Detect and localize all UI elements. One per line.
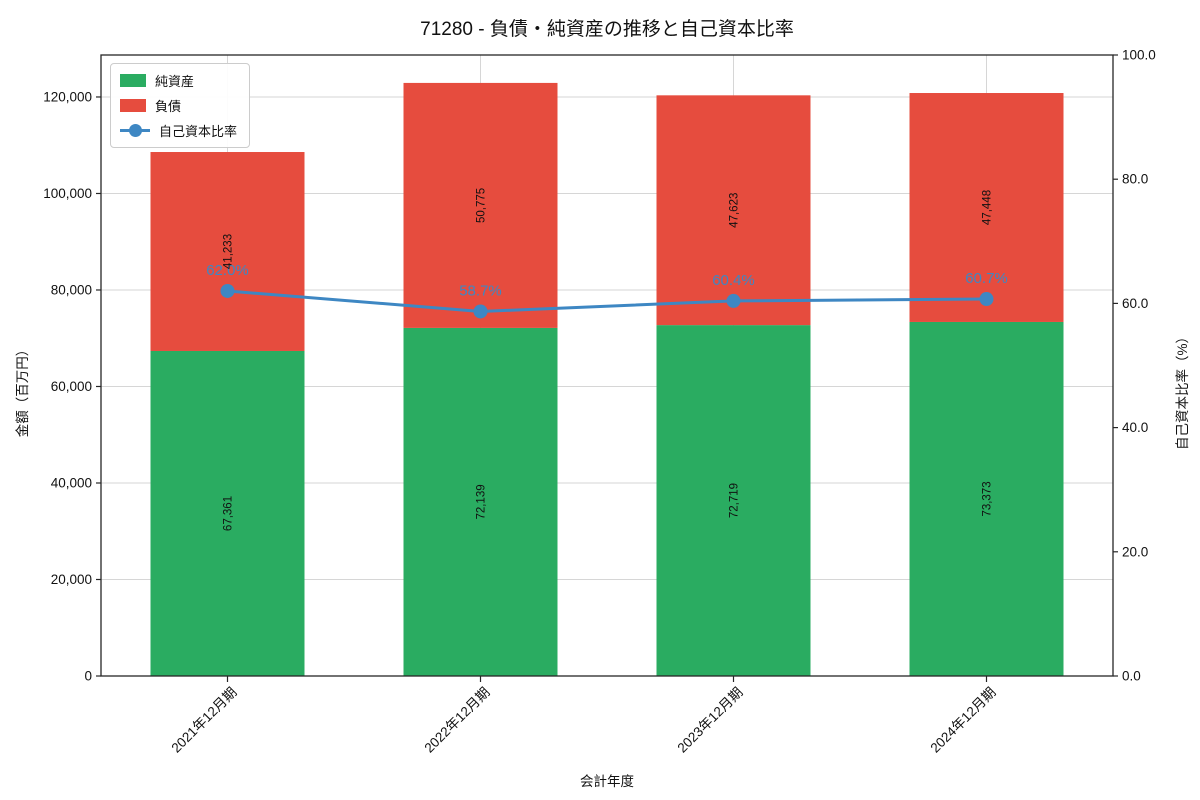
- right-tick-label: 0.0: [1122, 669, 1141, 684]
- right-tick-label: 100.0: [1122, 48, 1156, 63]
- bar-value-label-net-assets: 72,139: [476, 484, 488, 519]
- bar-value-label-net-assets: 73,373: [982, 481, 994, 516]
- legend-label-equity-ratio: 自己資本比率: [159, 124, 238, 139]
- left-tick-label: 0: [84, 669, 92, 684]
- legend-label-net-assets: 純資産: [155, 74, 195, 89]
- bar-segment-net-assets: [909, 321, 1064, 676]
- legend: 純資産 負債 自己資本比率: [110, 63, 251, 148]
- chart-title: 71280 - 負債・純資産の推移と自己資本比率: [420, 19, 794, 40]
- left-axis-title: 金額（百万円）: [15, 342, 30, 438]
- legend-item-net-assets: 純資産: [120, 71, 237, 90]
- left-tick-label: 120,000: [43, 89, 92, 104]
- bar-value-label-liabilities: 50,775: [476, 188, 488, 223]
- bar-segment-liabilities: [150, 152, 305, 351]
- bar-segment-liabilities: [403, 82, 558, 328]
- x-tick-label: 2024年12月期: [928, 685, 999, 756]
- line-marker: [473, 304, 488, 319]
- pct-label: 58.7%: [459, 282, 502, 299]
- pct-label: 60.7%: [965, 270, 1008, 287]
- bar-segment-net-assets: [150, 350, 305, 676]
- right-tick-label: 20.0: [1122, 544, 1148, 559]
- line-marker: [979, 292, 994, 307]
- line-marker: [726, 293, 741, 308]
- liabilities-swatch-icon: [120, 99, 146, 112]
- bar-value-label-net-assets: 67,361: [223, 496, 235, 531]
- pct-label: 60.4%: [712, 272, 755, 289]
- equity-ratio-line-icon: [120, 124, 150, 137]
- left-tick-label: 40,000: [51, 475, 92, 490]
- x-axis-title: 会計年度: [580, 774, 634, 789]
- right-axis-title: 自己資本比率（%）: [1175, 329, 1190, 451]
- equity-ratio-line: [226, 289, 988, 313]
- legend-label-liabilities: 負債: [155, 99, 182, 114]
- x-tick-label: 2021年12月期: [169, 685, 240, 756]
- bar-segment-liabilities: [656, 95, 811, 326]
- x-tick-label: 2022年12月期: [422, 685, 493, 756]
- bar-value-label-liabilities: 41,233: [223, 234, 235, 269]
- left-tick-label: 100,000: [43, 186, 92, 201]
- net-assets-swatch-icon: [120, 74, 146, 87]
- right-tick-label: 60.0: [1122, 296, 1148, 311]
- bar-value-label-net-assets: 72,719: [729, 483, 741, 518]
- bar-segment-liabilities: [909, 93, 1064, 322]
- legend-item-liabilities: 負債: [120, 96, 237, 115]
- pct-label: 62.0%: [206, 262, 249, 279]
- bar-segment-net-assets: [403, 327, 558, 676]
- x-tick-label: 2023年12月期: [675, 685, 746, 756]
- right-tick-label: 40.0: [1122, 420, 1148, 435]
- left-tick-label: 60,000: [51, 379, 92, 394]
- legend-item-equity-ratio: 自己資本比率: [120, 121, 237, 140]
- right-tick-label: 80.0: [1122, 172, 1148, 187]
- left-tick-label: 20,000: [51, 572, 92, 587]
- left-tick-label: 80,000: [51, 282, 92, 297]
- line-marker: [220, 283, 235, 298]
- bar-segment-net-assets: [656, 325, 811, 676]
- bar-value-label-liabilities: 47,623: [729, 193, 741, 228]
- bar-value-label-liabilities: 47,448: [982, 190, 994, 225]
- axes-spines: [100, 54, 1114, 677]
